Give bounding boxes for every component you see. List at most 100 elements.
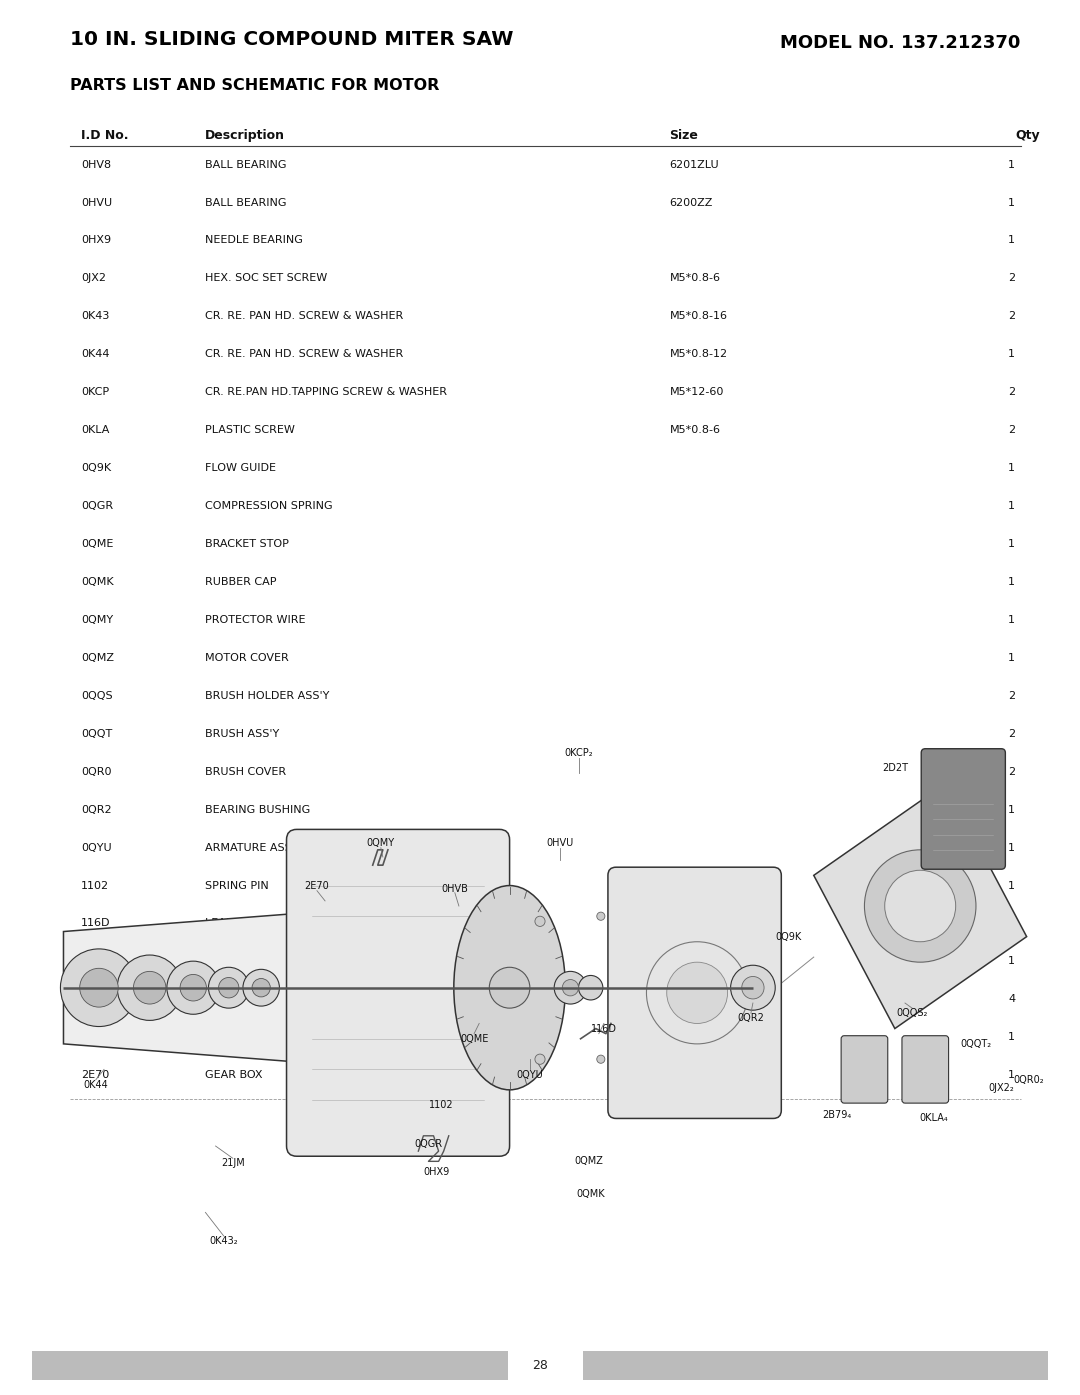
Text: COMPRESSION SPRING: COMPRESSION SPRING [205,501,333,511]
Text: 6201ZLU: 6201ZLU [670,159,719,170]
Text: 0QR2: 0QR2 [81,805,111,815]
Text: BRUSH ASS'Y: BRUSH ASS'Y [205,728,280,739]
Text: 116D: 116D [591,1024,617,1034]
Text: 0QR0: 0QR0 [81,767,111,777]
Text: 0QQS: 0QQS [81,691,112,700]
Text: 0K43₂: 0K43₂ [210,1236,238,1246]
Text: 1: 1 [1009,805,1015,815]
Text: HEX. SOC SET SCREW: HEX. SOC SET SCREW [205,273,327,283]
FancyBboxPatch shape [902,1035,948,1103]
Circle shape [60,949,137,1027]
Text: GEAR BOX: GEAR BOX [205,1070,262,1080]
Text: 28: 28 [532,1359,548,1373]
Circle shape [180,975,206,1002]
FancyBboxPatch shape [921,749,1005,869]
Text: 21JM: 21JM [221,1158,245,1169]
Text: 1: 1 [1009,653,1015,663]
Text: 2D2T: 2D2T [882,763,908,773]
Text: 1: 1 [1009,538,1015,550]
Circle shape [554,971,586,1004]
Text: 0HVU: 0HVU [81,198,112,208]
Text: SPRING PIN: SPRING PIN [205,880,269,890]
Text: 2: 2 [1008,728,1015,739]
Text: Size: Size [670,130,699,142]
Polygon shape [813,784,1027,1028]
Text: 0QGR: 0QGR [415,1138,443,1149]
Text: MODEL NO. 137.212370: MODEL NO. 137.212370 [780,33,1021,52]
Text: 2: 2 [1008,425,1015,435]
Circle shape [218,978,239,997]
Text: 0JX2₂: 0JX2₂ [988,1083,1014,1092]
Text: BALL BEARING: BALL BEARING [205,198,286,208]
Text: 0QQT₂: 0QQT₂ [960,1039,991,1049]
Text: 1: 1 [1009,463,1015,473]
Text: LEAD WIRE ASS'Y -RED: LEAD WIRE ASS'Y -RED [205,918,333,929]
Text: 1: 1 [1009,1032,1015,1042]
Text: 0QMZ: 0QMZ [575,1156,603,1166]
Text: 0QME: 0QME [460,1034,488,1043]
Text: 0QMK: 0QMK [577,1189,605,1200]
Text: BEARING BUSHING: BEARING BUSHING [205,805,310,815]
Circle shape [535,1055,545,1064]
Text: 1: 1 [1009,615,1015,625]
Text: M5*0.8-12: M5*0.8-12 [670,349,728,360]
Text: 2D2T: 2D2T [81,1032,110,1042]
Text: 0HVB: 0HVB [442,883,469,894]
Text: 0QMY: 0QMY [81,615,113,625]
Text: 0K44: 0K44 [83,1080,108,1089]
Text: 2: 2 [1008,767,1015,777]
Text: M5*0.8-6: M5*0.8-6 [670,425,720,435]
Circle shape [597,912,605,921]
Text: 0QGR: 0QGR [81,501,113,511]
Text: 1: 1 [1009,159,1015,170]
Circle shape [730,965,775,1010]
Text: 1: 1 [1009,1070,1015,1080]
Text: PROTECTOR WIRE: PROTECTOR WIRE [205,615,306,625]
Text: 1: 1 [1009,918,1015,929]
Text: 2B79: 2B79 [81,995,110,1004]
Text: 0K44: 0K44 [81,349,109,360]
Text: 1: 1 [1009,198,1015,208]
Circle shape [864,850,976,963]
Circle shape [134,971,166,1004]
Text: M5*12-60: M5*12-60 [670,388,724,398]
Text: 1102: 1102 [81,880,109,890]
Text: PLASTIC SCREW: PLASTIC SCREW [205,425,295,435]
Circle shape [742,976,764,999]
Text: BRUSH HOLDER ASS'Y: BRUSH HOLDER ASS'Y [205,691,329,700]
FancyBboxPatch shape [286,830,510,1156]
Text: CR. RE. PAN HD. SCREW & WASHER: CR. RE. PAN HD. SCREW & WASHER [205,349,404,360]
Text: 0KCP: 0KCP [81,388,109,398]
Text: BRACKET STOP: BRACKET STOP [205,538,289,550]
Text: 2: 2 [1008,691,1015,700]
Text: 0K43: 0K43 [81,311,109,321]
Text: 2B79₄: 2B79₄ [823,1110,852,1120]
Text: 0HX9: 0HX9 [81,236,111,246]
Text: #AW: #AW [670,1070,697,1080]
FancyBboxPatch shape [608,868,781,1119]
Circle shape [666,963,728,1024]
Text: 0QMK: 0QMK [81,578,113,587]
Text: 0HV8: 0HV8 [81,159,111,170]
Text: PARTS LIST AND SCHEMATIC FOR MOTOR: PARTS LIST AND SCHEMATIC FOR MOTOR [70,78,440,93]
Text: ARMATURE ASS'Y: ARMATURE ASS'Y [205,843,301,852]
Text: CR. RE. PAN HD. SCREW & WASHER: CR. RE. PAN HD. SCREW & WASHER [205,311,404,321]
Text: NEEDLE BEARING: NEEDLE BEARING [205,236,303,246]
Text: MOTOR COVER: MOTOR COVER [205,653,289,663]
Text: RUBBER CAP: RUBBER CAP [205,578,276,587]
Text: 1102: 1102 [430,1101,454,1110]
Text: 0KLA₄: 0KLA₄ [919,1113,948,1123]
Circle shape [208,967,249,1009]
Text: M5*0.8-16: M5*0.8-16 [670,311,728,321]
Text: I.D No.: I.D No. [81,130,129,142]
Text: 1: 1 [1009,843,1015,852]
Circle shape [563,979,579,996]
Text: 0QQT: 0QQT [81,728,112,739]
Text: 1: 1 [1009,957,1015,967]
Circle shape [118,956,183,1020]
Text: 0KLA: 0KLA [81,425,109,435]
Text: CR. RE. PAN HD. SCREW & WASHER: CR. RE. PAN HD. SCREW & WASHER [205,995,404,1004]
Text: 116D: 116D [81,918,110,929]
Text: 2: 2 [1008,311,1015,321]
Text: CR. RE.PAN HD.TAPPING SCREW & WASHER: CR. RE.PAN HD.TAPPING SCREW & WASHER [205,388,447,398]
